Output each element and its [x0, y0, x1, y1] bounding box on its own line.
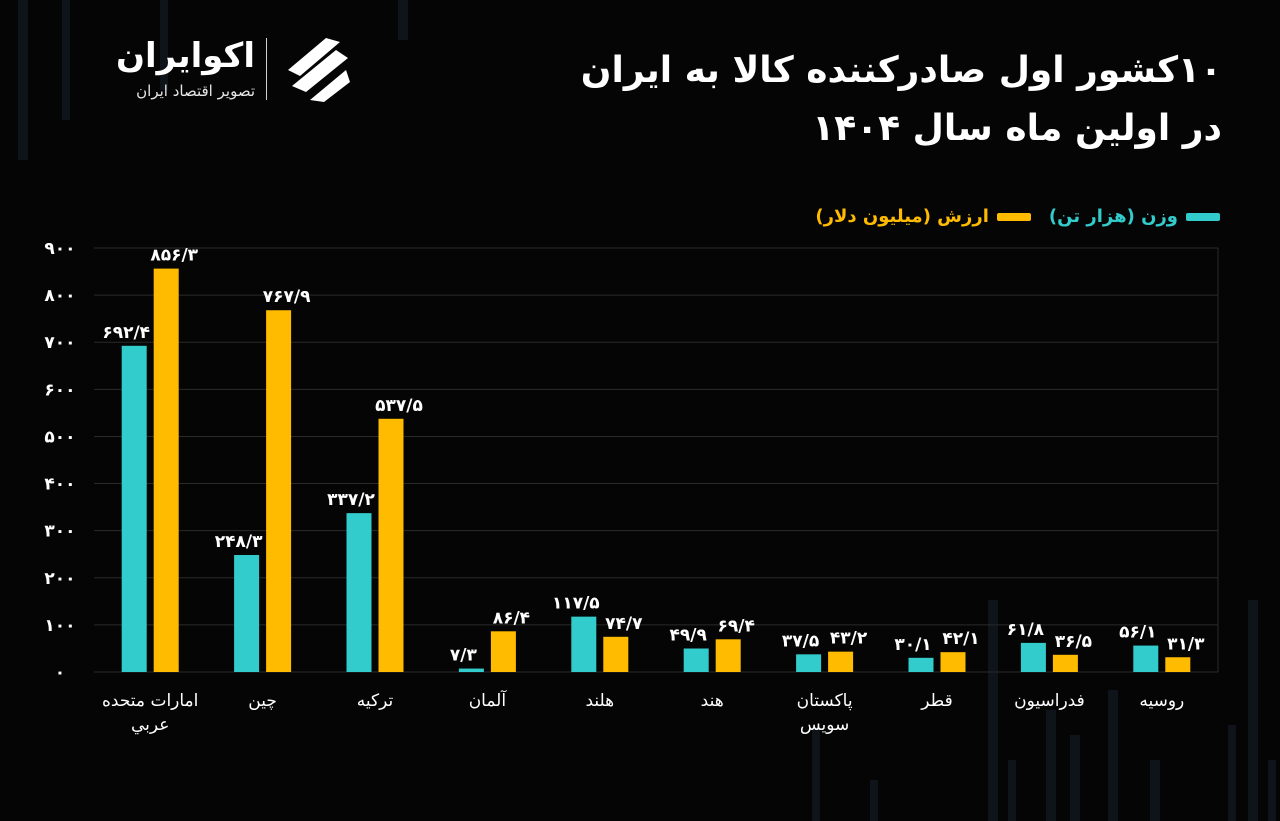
bar-value — [378, 418, 404, 672]
y-tick-label: ۷۰۰ — [44, 333, 75, 353]
bar-weight — [346, 513, 372, 672]
data-label-weight: ۵۶/۱ — [1119, 623, 1156, 643]
bar-value — [490, 631, 516, 672]
x-tick-label: فدراسيون — [1014, 691, 1085, 711]
chart-legend: وزن (هزار تن) ارزش (ميليون دلار) — [815, 206, 1220, 227]
x-tick-label: ترکيه — [357, 691, 394, 711]
y-tick-label: ۳۰۰ — [44, 522, 75, 542]
legend-label-weight: وزن (هزار تن) — [1048, 206, 1178, 227]
chart-title-line1: ۱۰کشور اول صادرکننده کالا به ایران — [580, 50, 1222, 91]
data-label-value: ۵۳۷/۵ — [375, 396, 423, 416]
brand-logo: اکوایران تصویر اقتصاد ایران — [48, 30, 350, 110]
bar-value — [266, 310, 292, 672]
bar-value — [153, 268, 179, 672]
data-label-weight: ۳۰/۱ — [894, 635, 931, 655]
bar-weight — [458, 668, 484, 672]
legend-item-value: ارزش (ميليون دلار) — [815, 206, 1031, 227]
data-label-weight: ۷/۳ — [450, 646, 478, 666]
x-tick-label: سويس — [800, 715, 849, 735]
bar-weight — [908, 657, 934, 672]
y-tick-label: ۶۰۰ — [44, 380, 75, 400]
bar-value — [715, 639, 741, 672]
bar-value — [1052, 654, 1078, 672]
bar-weight — [234, 555, 260, 672]
data-label-value: ۸۵۶/۳ — [150, 246, 198, 266]
x-tick-label: پاکستان — [797, 691, 853, 711]
bar-weight — [1020, 642, 1046, 672]
y-tick-label: ۹۰۰ — [44, 239, 75, 259]
data-label-value: ۸۶/۴ — [493, 608, 530, 628]
bar-weight — [1133, 645, 1159, 672]
data-label-value: ۴۲/۱ — [942, 629, 979, 649]
data-label-value: ۶۹/۴ — [718, 616, 755, 636]
data-label-weight: ۳۳۷/۲ — [327, 490, 375, 510]
x-tick-label: هند — [701, 691, 724, 711]
logo-tagline: تصویر اقتصاد ایران — [136, 82, 255, 100]
data-label-weight: ۱۱۷/۵ — [552, 594, 600, 614]
y-tick-label: ۱۰۰ — [44, 616, 75, 636]
legend-swatch-value — [996, 212, 1031, 221]
bar-weight — [683, 648, 709, 672]
y-tick-label: ۸۰۰ — [44, 286, 75, 306]
data-label-weight: ۳۷/۵ — [782, 631, 819, 651]
data-label-weight: ۲۴۸/۳ — [215, 532, 263, 552]
data-label-weight: ۶۹۲/۴ — [102, 323, 150, 343]
bar-value — [603, 636, 629, 672]
chart-title: ۱۰کشور اول صادرکننده کالا به ایران در او… — [462, 42, 1222, 158]
ecoiran-logo-icon — [288, 38, 350, 102]
bar-value — [828, 651, 854, 672]
bar-weight — [121, 345, 147, 672]
bar-weight — [796, 654, 822, 672]
y-tick-label: ۰ — [55, 663, 65, 683]
x-tick-label: روسيه — [1139, 691, 1184, 711]
legend-item-weight: وزن (هزار تن) — [1049, 206, 1220, 227]
bar-value — [1165, 657, 1191, 672]
x-tick-label: امارات متحده — [102, 691, 198, 711]
x-tick-label: هلند — [585, 691, 614, 711]
data-label-value: ۷۴/۷ — [605, 614, 643, 634]
bar-weight — [571, 616, 597, 672]
logo-name: اکوایران — [116, 36, 255, 76]
x-tick-label: آلمان — [469, 689, 508, 711]
x-tick-label: چين — [248, 691, 277, 711]
data-label-value: ۷۶۷/۹ — [263, 287, 311, 307]
logo-divider — [266, 38, 267, 100]
bar-value — [940, 652, 966, 672]
chart-title-line2: در اولین ماه سال ۱۴۰۴ — [812, 108, 1222, 149]
y-tick-label: ۲۰۰ — [44, 569, 75, 589]
y-tick-label: ۴۰۰ — [44, 475, 75, 495]
x-tick-label: قطر — [920, 691, 952, 711]
data-label-value: ۴۳/۲ — [830, 629, 868, 649]
data-label-value: ۳۱/۳ — [1167, 634, 1205, 654]
data-label-weight: ۶۱/۸ — [1007, 620, 1045, 640]
x-tick-label: عربي — [131, 715, 169, 735]
y-tick-label: ۵۰۰ — [44, 427, 75, 447]
legend-label-value: ارزش (ميليون دلار) — [815, 206, 989, 227]
data-label-value: ۳۶/۵ — [1055, 632, 1092, 652]
data-label-weight: ۴۹/۹ — [670, 625, 708, 645]
legend-swatch-weight — [1186, 212, 1220, 221]
